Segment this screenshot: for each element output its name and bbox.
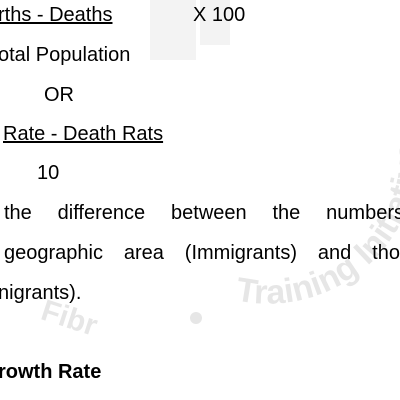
word: and <box>318 242 351 264</box>
word: area <box>124 242 164 264</box>
word: geographic <box>4 242 103 264</box>
word: numbers <box>326 202 400 224</box>
word: the <box>4 202 32 224</box>
formula1-denominator: otal Population <box>0 43 130 67</box>
watermark-dot <box>190 312 202 324</box>
word: (Immigrants) <box>185 242 297 264</box>
paragraph-line-3: nigrants). <box>0 281 81 305</box>
formula1-multiplier: X 100 <box>193 3 245 27</box>
word: difference <box>58 202 145 224</box>
paragraph-line-1: the difference between the numbers <box>4 201 400 225</box>
watermark-block <box>150 0 196 60</box>
word: tho <box>372 242 400 264</box>
watermark-arc-text: Training Initiative <box>234 142 400 312</box>
section-heading: rowth Rate <box>0 360 101 384</box>
or-label: OR <box>44 83 74 107</box>
formula2-denominator: 10 <box>37 161 59 185</box>
paragraph-line-2: geographic area (Immigrants) and tho <box>4 241 400 265</box>
word: the <box>273 202 301 224</box>
formula1-numerator: rths - Deaths <box>0 3 112 27</box>
formula2-numerator: Rate - Death Rats <box>3 122 163 146</box>
word: between <box>171 202 247 224</box>
